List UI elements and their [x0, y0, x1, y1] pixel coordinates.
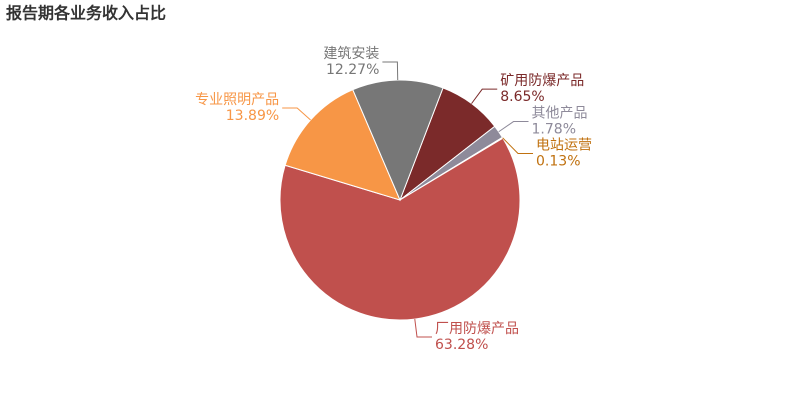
slice-name: 其他产品 [532, 106, 588, 122]
slice-value-label: 0.13% [536, 154, 580, 170]
slice-name: 矿用防爆产品 [500, 73, 584, 89]
slice-name: 厂用防爆产品 [435, 321, 519, 337]
slice-name: 专业照明产品 [195, 92, 279, 108]
slice-value-label: 63.28% [435, 337, 488, 353]
slice-value-label: 13.89% [226, 108, 279, 124]
leader-line [502, 137, 534, 155]
slice-value-label: 1.78% [532, 122, 576, 138]
leader-line [414, 319, 433, 338]
leader-line [382, 61, 399, 81]
slice-name: 建筑安装 [323, 46, 379, 62]
leader-line [498, 121, 529, 133]
leader-line [471, 88, 498, 104]
leader-line [282, 107, 311, 121]
chart-title: 报告期各业务收入占比 [6, 4, 166, 23]
pie-slice [279, 137, 521, 321]
slice-value-label: 12.27% [326, 62, 379, 78]
slice-name: 电站运营 [536, 138, 592, 154]
pie-slice [352, 79, 444, 202]
slice-value-label: 8.65% [500, 89, 544, 105]
